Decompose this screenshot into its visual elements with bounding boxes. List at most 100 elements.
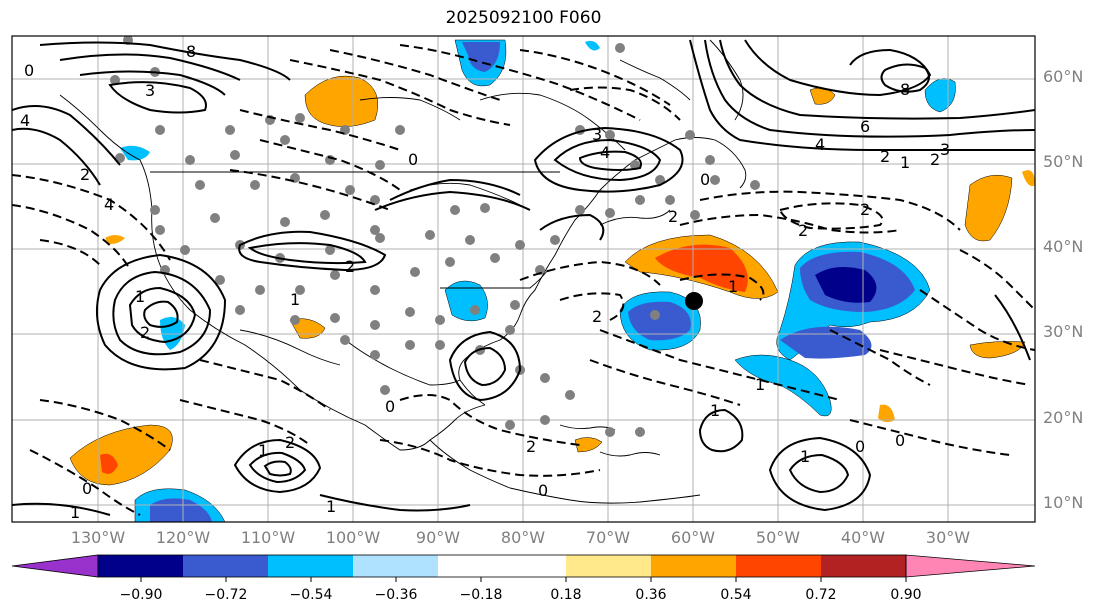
colorbar-frame (97, 554, 907, 578)
shade-red-atlantic (655, 244, 748, 292)
location-marker (685, 292, 703, 310)
colorbar (11, 554, 1036, 582)
shade-orange-southeast (969, 341, 1026, 359)
colorbar-tick-label: 0.18 (550, 587, 582, 603)
contour-label: 1 (800, 447, 810, 466)
lon-label-30w: 30°W (925, 528, 971, 547)
colorbar-swatch (651, 555, 736, 577)
shade-blue-hudson (585, 40, 600, 51)
contour-label: 1 (290, 290, 300, 309)
contour-label: 2 (285, 433, 295, 452)
contour-label: 2 (80, 165, 90, 184)
coastlines (59, 39, 747, 504)
colorbar-tick-label: −0.90 (119, 587, 163, 603)
contour-label: 2 (345, 257, 355, 276)
contour-label: 2 (860, 200, 870, 219)
colorbar-tick-label: −0.72 (204, 587, 248, 603)
contour-label: 2 (140, 323, 150, 342)
colorbar-swatch (183, 555, 268, 577)
contour-label: 4 (104, 195, 114, 214)
colorbar-tick-label: 0.54 (720, 587, 752, 603)
shade-orange-caribbean (574, 437, 603, 453)
contour-label: 4 (600, 143, 610, 162)
lon-label-120w: 120°W (155, 528, 211, 547)
shade-orange-central-small (878, 404, 895, 423)
contour-label: 8 (900, 80, 910, 99)
contour-label: 3 (145, 81, 155, 100)
contour-label: 2 (930, 150, 940, 169)
lat-label-10n: 10°N (1043, 493, 1084, 512)
shade-orange-north (304, 75, 379, 127)
contour-label: 2 (526, 437, 536, 456)
shade-darkblue-south-atlantic (780, 326, 872, 359)
shade-orange-east-edge2 (1022, 170, 1035, 187)
contour-label: 6 (860, 117, 870, 136)
colorbar-tick-label: 0.36 (635, 587, 667, 603)
lat-label-60n: 60°N (1043, 67, 1084, 86)
contour-label: 1 (70, 503, 80, 522)
shade-darkblue-south-pacific (150, 498, 212, 522)
contour-label: 2 (668, 207, 678, 226)
colorbar-tick-label: −0.36 (374, 587, 418, 603)
shade-blue-pacific-nw (120, 145, 150, 161)
shade-navy-central-atlantic (815, 266, 877, 303)
shade-red-pacific (100, 453, 118, 474)
lat-label-40n: 40°N (1043, 237, 1084, 256)
contour-label: 1 (900, 153, 910, 172)
colorbar-tick-label: 0.72 (805, 587, 837, 603)
contour-label: 0 (82, 479, 92, 498)
contour-label: 8 (186, 42, 196, 61)
station-points (110, 36, 760, 437)
shade-blue-northeast (924, 78, 956, 113)
colorbar-swatch (268, 555, 353, 577)
contour-label: 4 (20, 111, 30, 130)
colorbar-extend-high (905, 554, 1036, 578)
colorbar-extend-low (11, 554, 99, 578)
contour-label: 0 (895, 431, 905, 450)
contour-label: 1 (710, 401, 720, 420)
colorbar-swatch (98, 555, 183, 577)
contour-label: 1 (755, 375, 765, 394)
contour-label: 3 (592, 125, 602, 144)
lon-label-110w: 110°W (240, 528, 296, 547)
contour-labels: 0 8 3 4 2 0 3 4 6 8 4 2 1 2 3 0 2 4 1 2 … (20, 42, 950, 522)
contour-label: 1 (728, 277, 738, 296)
contour-label: 0 (408, 150, 418, 169)
contour-label: 1 (258, 441, 268, 460)
lon-label-60w: 60°W (670, 528, 716, 547)
contour-label: 2 (592, 307, 602, 326)
contour-label: 0 (24, 61, 34, 80)
colorbar-swatch (438, 555, 566, 577)
contour-label: 0 (855, 437, 865, 456)
colorbar-swatch (821, 555, 906, 577)
lat-label-30n: 30°N (1043, 322, 1084, 341)
lon-label-80w: 80°W (500, 528, 546, 547)
shade-blue-baja (160, 316, 185, 350)
shade-blue-gulf (444, 280, 488, 322)
shade-darkblue-west-atlantic (628, 301, 691, 341)
contour-label: 3 (940, 140, 950, 159)
shade-orange-pacific-small (105, 235, 125, 245)
contour-label: 2 (880, 147, 890, 166)
lon-label-50w: 50°W (755, 528, 801, 547)
contour-lines-dashed (12, 44, 1035, 516)
lat-label-20n: 20°N (1043, 408, 1084, 427)
colorbar-tick-label: 0.90 (890, 587, 922, 603)
map-frame (11, 35, 1036, 523)
contour-label: 0 (538, 481, 548, 500)
colorbar-swatch (353, 555, 438, 577)
colorbar-tick-label: −0.54 (289, 587, 333, 603)
colorbar-tick-label: −0.18 (459, 587, 503, 603)
colorbar-swatch (566, 555, 651, 577)
lon-label-130w: 130°W (70, 528, 126, 547)
contour-label: 1 (135, 287, 145, 306)
contour-label: 0 (385, 397, 395, 416)
shade-blue-south-atlantic (734, 354, 832, 417)
colorbar-swatch (736, 555, 821, 577)
contour-label: 0 (700, 170, 710, 189)
lat-label-50n: 50°N (1043, 152, 1084, 171)
lon-label-90w: 90°W (415, 528, 461, 547)
shade-orange-mexico (289, 318, 326, 339)
shade-orange-east-edge (964, 174, 1013, 242)
